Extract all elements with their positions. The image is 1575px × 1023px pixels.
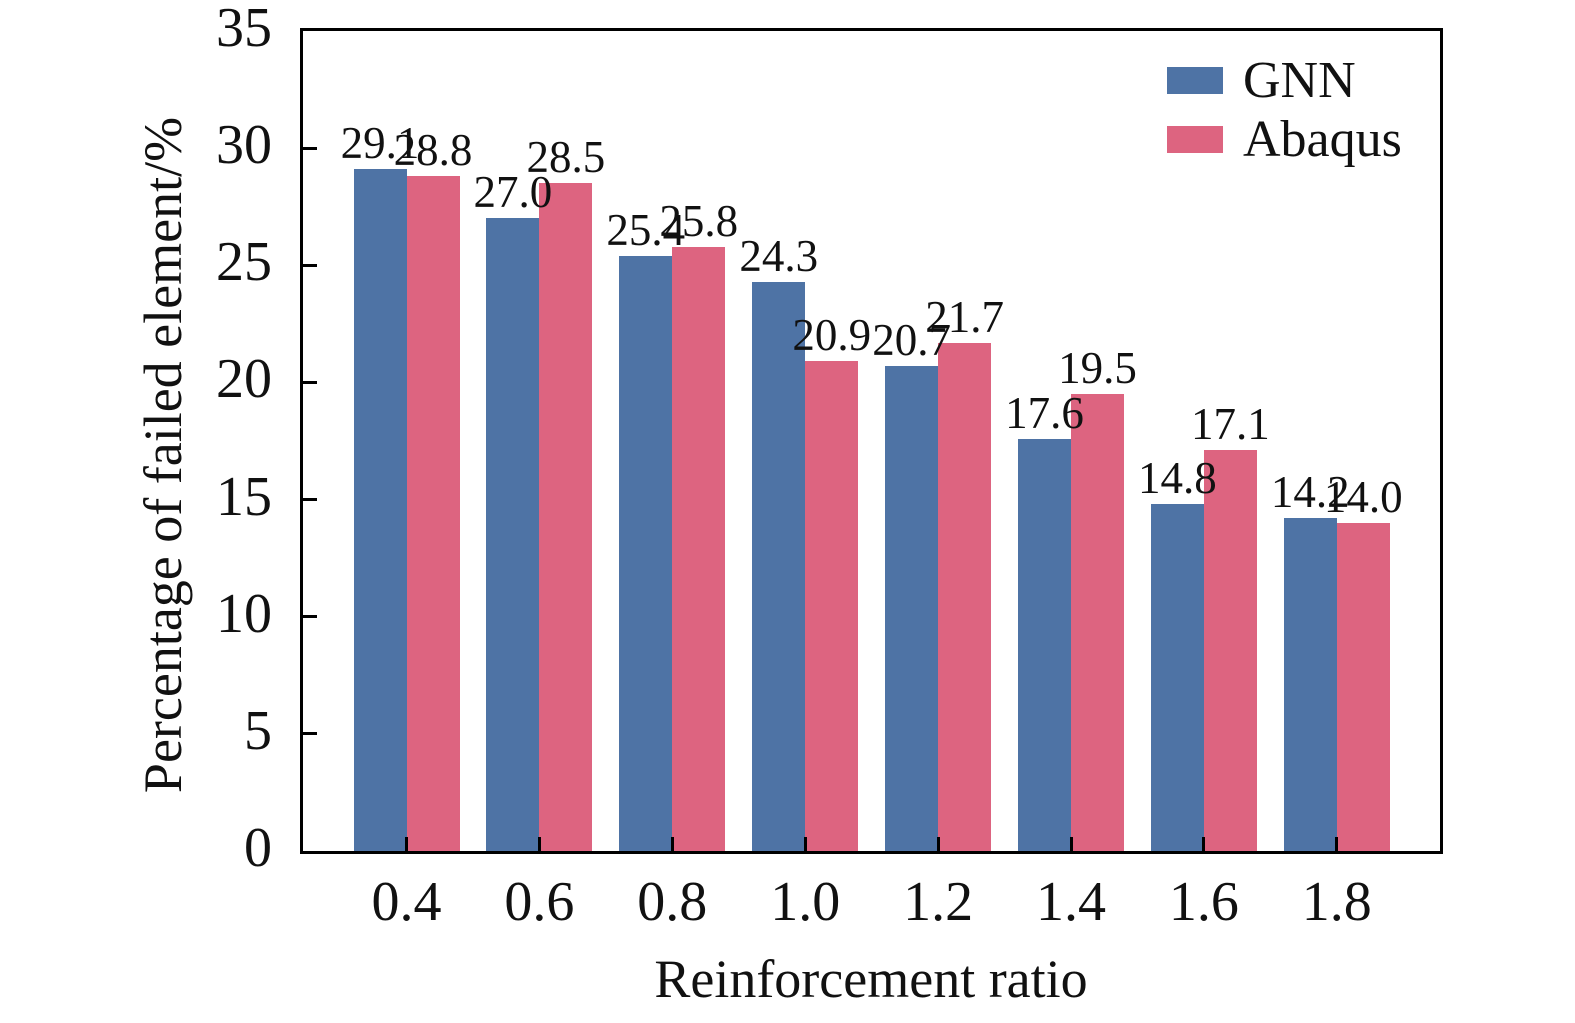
bar-value-label-gnn-1.6: 14.8	[1138, 453, 1217, 504]
y-tick-30	[303, 146, 317, 150]
x-tick-label-1.8: 1.8	[1301, 871, 1372, 933]
bar-gnn-1.2	[885, 366, 939, 851]
bar-value-label-gnn-0.4: 29.1	[340, 118, 420, 169]
y-tick-label-5: 5	[244, 699, 272, 762]
y-tick-25	[303, 263, 317, 267]
bar-value-label-gnn-1.2: 20.7	[872, 315, 951, 366]
bar-abaqus-1.2	[938, 342, 992, 851]
bar-abaqus-1.4	[1071, 394, 1124, 851]
x-tick-0.8	[670, 837, 674, 851]
bar-gnn-0.8	[619, 255, 673, 851]
bar-abaqus-1.6	[1203, 450, 1257, 851]
legend-label-abaqus: Abaqus	[1243, 110, 1402, 168]
bar-value-label-abaqus-0.8: 25.8	[659, 195, 739, 246]
bar-value-label-gnn-1.8: 14.2	[1270, 467, 1350, 518]
y-axis-title: Percentage of failed element/%	[132, 116, 193, 794]
bar-value-label-abaqus-0.4: 28.8	[393, 125, 473, 176]
bar-abaqus-1.0	[805, 361, 859, 851]
y-tick-15	[303, 498, 317, 502]
bar-gnn-0.6	[486, 218, 540, 851]
legend-swatch-abaqus	[1167, 126, 1223, 153]
x-tick-1.4	[1069, 837, 1073, 851]
legend-entry-abaqus: Abaqus	[1167, 113, 1402, 165]
x-tick-1.0	[803, 837, 807, 851]
x-axis-title: Reinforcement ratio	[654, 949, 1088, 1009]
legend-entry-gnn: GNN	[1167, 54, 1402, 106]
y-tick-label-10: 10	[216, 582, 272, 645]
bar-value-label-abaqus-1.6: 17.1	[1191, 399, 1270, 450]
x-tick-label-1.4: 1.4	[1036, 871, 1106, 933]
bar-value-label-abaqus-0.6: 28.5	[526, 132, 606, 183]
bar-gnn-0.4	[353, 169, 407, 851]
y-tick-label-35: 35	[216, 0, 272, 59]
bar-gnn-1.6	[1150, 504, 1204, 851]
x-tick-label-0.8: 0.8	[637, 871, 708, 933]
y-tick-20	[303, 380, 317, 384]
bar-value-label-gnn-0.8: 25.4	[606, 204, 686, 255]
legend-label-gnn: GNN	[1243, 51, 1356, 109]
y-tick-label-0: 0	[244, 817, 272, 879]
legend-swatch-gnn	[1167, 67, 1223, 94]
x-tick-1.2	[936, 837, 940, 851]
bar-abaqus-1.8	[1336, 523, 1390, 851]
x-tick-label-1.0: 1.0	[770, 871, 841, 933]
bar-abaqus-0.8	[672, 246, 726, 851]
x-tick-label-1.2: 1.2	[903, 871, 974, 933]
bar-value-label-gnn-1.4: 17.6	[1005, 387, 1084, 438]
y-tick-label-30: 30	[216, 114, 272, 177]
bar-gnn-1.8	[1283, 518, 1337, 851]
x-tick-label-0.4: 0.4	[371, 871, 442, 933]
y-tick-label-15: 15	[216, 465, 272, 528]
x-tick-label-1.6: 1.6	[1168, 871, 1239, 933]
x-tick-1.8	[1335, 837, 1339, 851]
bar-gnn-1.4	[1018, 438, 1071, 851]
bar-abaqus-0.4	[406, 176, 460, 851]
bar-value-label-gnn-0.6: 27.0	[473, 167, 553, 218]
x-tick-0.6	[537, 837, 541, 851]
y-tick-label-25: 25	[216, 231, 272, 294]
bar-value-label-gnn-1.0: 24.3	[739, 230, 819, 281]
bar-abaqus-0.6	[539, 183, 593, 851]
y-tick-5	[303, 732, 317, 736]
legend: GNN Abaqus	[1167, 54, 1402, 176]
x-tick-label-0.6: 0.6	[504, 871, 575, 933]
bar-gnn-1.0	[752, 281, 806, 851]
bar-value-label-abaqus-1.2: 21.7	[925, 291, 1004, 342]
x-tick-1.6	[1202, 837, 1206, 851]
bar-value-label-abaqus-1.8: 14.0	[1323, 472, 1403, 522]
y-tick-10	[303, 615, 317, 619]
bar-value-label-abaqus-1.4: 19.5	[1058, 343, 1137, 394]
x-tick-0.4	[405, 837, 408, 851]
bar-value-label-abaqus-1.0: 20.9	[792, 310, 872, 361]
y-tick-label-20: 20	[216, 348, 272, 411]
